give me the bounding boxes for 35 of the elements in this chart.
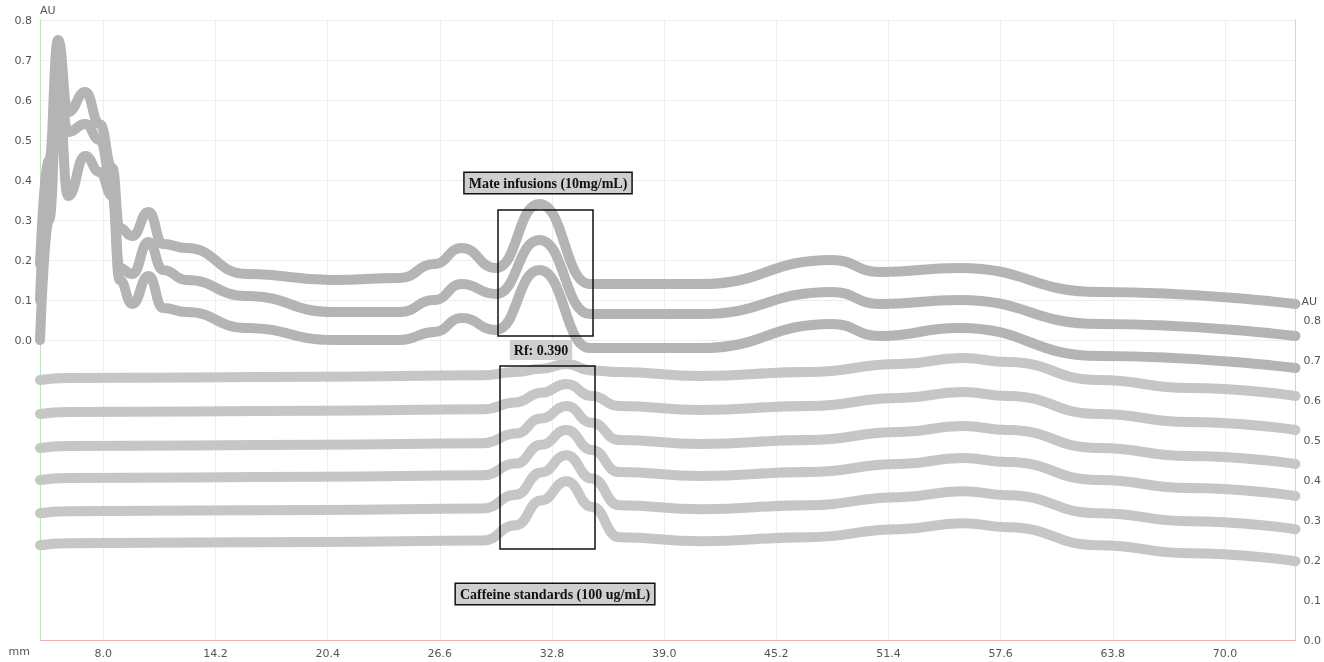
y-axis-title: AU — [40, 4, 56, 17]
x-axis-title: mm — [8, 645, 30, 658]
y2-tick-label: 0.6 — [1303, 393, 1322, 407]
annotation: Caffeine standards (100 ug/mL) — [459, 586, 651, 603]
y2-tick-label: 0.0 — [1303, 633, 1322, 647]
y-tick-label: 0.6 — [14, 93, 32, 107]
y2-axis-title: AU — [1301, 295, 1318, 308]
x-tick-label: 63.8 — [1100, 647, 1126, 660]
x-tick-label: 32.8 — [539, 647, 565, 660]
y-tick-label: 0.0 — [14, 333, 32, 347]
x-tick-label: 20.4 — [315, 647, 340, 660]
y-tick-label: 0.8 — [14, 13, 32, 27]
x-tick-label: 39.0 — [651, 647, 677, 660]
y-tick-label: 0.1 — [14, 293, 32, 307]
y-tick-label: 0.2 — [14, 253, 32, 267]
x-tick-label: 51.4 — [876, 647, 901, 660]
y2-tick-label: 0.1 — [1303, 593, 1322, 607]
y2-tick-label: 0.2 — [1303, 553, 1322, 567]
annotation: Mate infusions (10mg/mL) — [468, 175, 628, 192]
annotation: Rf: 0.390 — [513, 342, 569, 358]
y-tick-label: 0.5 — [14, 133, 32, 147]
y2-tick-label: 0.3 — [1303, 513, 1322, 527]
y2-tick-label: 0.7 — [1303, 353, 1322, 367]
y2-tick-label: 0.5 — [1303, 433, 1322, 447]
x-tick-label: 70.0 — [1212, 647, 1238, 660]
y-tick-label: 0.4 — [14, 173, 32, 187]
y-tick-label: 0.3 — [14, 213, 32, 227]
y2-tick-label: 0.4 — [1303, 473, 1322, 487]
x-tick-label: 8.0 — [94, 647, 113, 660]
y-tick-label: 0.7 — [14, 53, 32, 67]
x-tick-label: 45.2 — [764, 647, 789, 660]
x-tick-label: 26.6 — [427, 647, 453, 660]
y2-tick-label: 0.8 — [1303, 313, 1322, 327]
x-tick-label: 14.2 — [203, 647, 228, 660]
x-tick-label: 57.6 — [988, 647, 1013, 660]
